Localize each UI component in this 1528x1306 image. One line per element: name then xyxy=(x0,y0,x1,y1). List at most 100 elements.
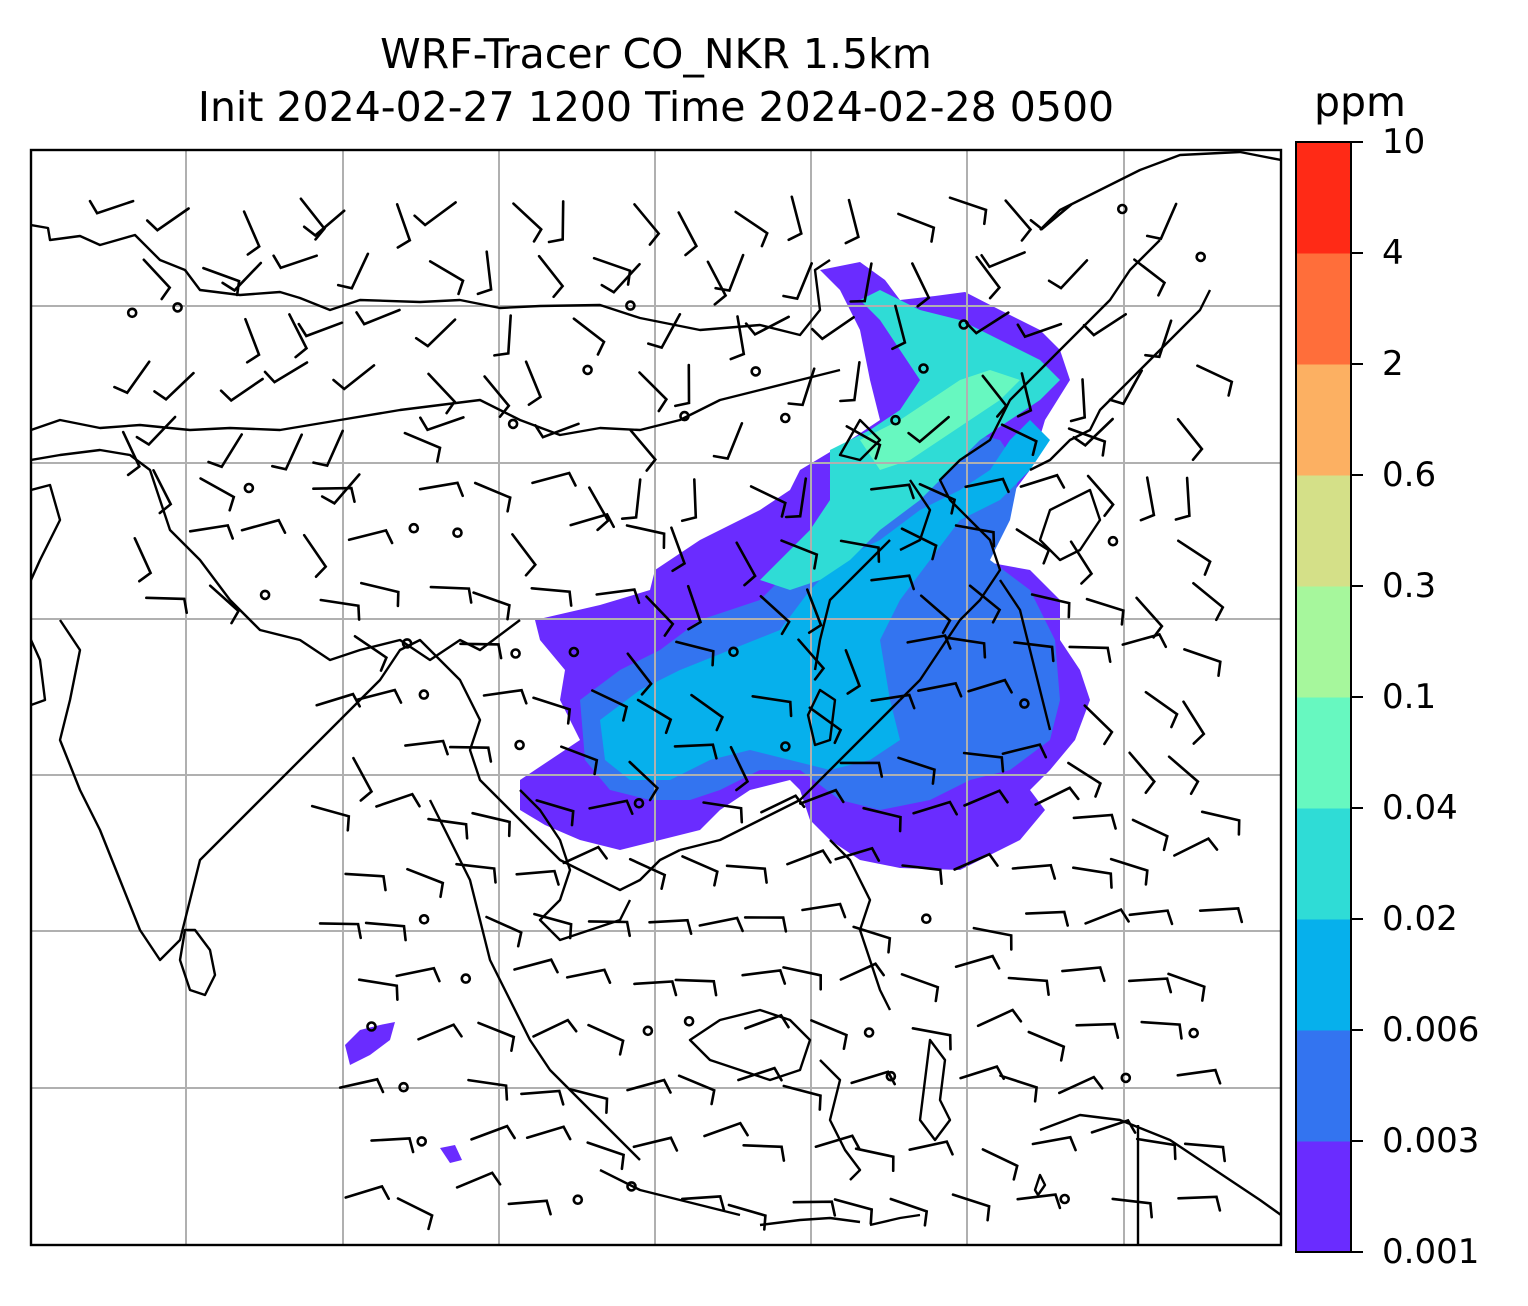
wind-barb xyxy=(951,1193,991,1222)
colorbar-segment xyxy=(1296,1141,1351,1253)
calm-wind-circle xyxy=(918,363,929,374)
wind-barb xyxy=(854,1147,895,1172)
colorbar-segment xyxy=(1296,1030,1351,1142)
wind-barb xyxy=(625,524,666,549)
wind-barb xyxy=(749,485,787,518)
wind-barb xyxy=(145,596,188,614)
wind-barb xyxy=(1196,364,1234,397)
wind-barb xyxy=(364,921,407,942)
wind-barb xyxy=(677,211,699,257)
wind-barb xyxy=(395,203,412,249)
wind-barb xyxy=(1177,539,1212,576)
wind-barb xyxy=(901,864,943,885)
wind-barb xyxy=(302,533,328,578)
wind-barb xyxy=(532,1018,578,1038)
calm-wind-circle xyxy=(366,1021,377,1032)
wind-barb xyxy=(1176,1068,1222,1085)
wind-barb xyxy=(810,1019,848,1050)
wind-barb xyxy=(113,360,151,395)
calm-wind-circle xyxy=(633,797,645,809)
wind-barb xyxy=(628,857,667,890)
wind-barb xyxy=(782,262,813,301)
wind-barb xyxy=(152,469,173,515)
wind-barb xyxy=(908,1140,954,1156)
colorbar-tick-label: 10 xyxy=(1382,122,1426,162)
wind-barb xyxy=(810,316,855,341)
wind-barb xyxy=(917,681,963,698)
calm-wind-circle xyxy=(507,418,519,430)
wind-barb xyxy=(1068,645,1112,663)
wind-barb xyxy=(632,1136,679,1152)
wind-barb xyxy=(1145,202,1178,241)
wind-barb xyxy=(1182,700,1206,745)
wind-barb xyxy=(1109,857,1149,886)
colorbar-tick-label: 0.02 xyxy=(1382,899,1458,939)
wind-barb xyxy=(428,260,465,296)
wind-barb xyxy=(1029,203,1073,231)
wind-barb xyxy=(844,649,862,695)
calm-wind-circle xyxy=(452,527,463,539)
wind-barb xyxy=(954,954,1001,970)
wind-barb xyxy=(900,527,938,561)
wind-barb xyxy=(1108,369,1143,406)
wind-barb xyxy=(907,415,950,444)
wind-barb xyxy=(511,533,537,577)
colorbar-tick-label: 0.6 xyxy=(1382,455,1437,495)
colorbar-segment xyxy=(1296,364,1351,476)
wind-barb xyxy=(569,512,615,529)
wind-barb xyxy=(587,920,631,938)
wind-barb xyxy=(712,422,744,460)
colorbar-tick-label: 0.001 xyxy=(1382,1232,1480,1272)
wind-barb xyxy=(919,594,952,635)
wind-barb xyxy=(681,855,719,887)
wind-barb xyxy=(1016,372,1033,418)
wind-barb xyxy=(675,640,715,667)
wind-barb xyxy=(1131,818,1169,852)
wind-barb xyxy=(375,792,421,808)
wind-barb xyxy=(862,806,902,833)
wind-barb xyxy=(600,262,641,294)
wind-barb xyxy=(562,845,608,865)
wind-barb xyxy=(572,317,606,356)
wind-barb xyxy=(121,430,141,477)
wind-barb xyxy=(1128,909,1174,926)
calm-wind-circle xyxy=(885,1070,897,1082)
wind-barb xyxy=(967,678,1013,694)
wind-barb xyxy=(1128,751,1156,794)
wind-barb xyxy=(1067,427,1107,457)
wind-barb xyxy=(513,958,559,974)
wind-barb xyxy=(1072,417,1114,447)
wind-barb xyxy=(473,481,512,513)
colorbar-tick-label: 0.003 xyxy=(1382,1121,1480,1161)
wind-barb xyxy=(889,1197,929,1227)
calm-wind-circle xyxy=(728,646,739,658)
wind-barb xyxy=(1013,641,1055,663)
wind-barb xyxy=(870,693,916,710)
wind-barb xyxy=(476,250,493,296)
wind-barb xyxy=(199,477,236,512)
calm-wind-circle xyxy=(679,410,690,422)
wind-barb xyxy=(1082,313,1127,337)
wind-barb xyxy=(524,360,543,406)
wind-barb xyxy=(565,968,612,984)
wind-barb xyxy=(288,313,309,359)
calm-wind-circle xyxy=(126,307,138,319)
wind-barb xyxy=(532,696,572,725)
wind-barb xyxy=(626,1078,672,1094)
wind-barb xyxy=(560,745,599,776)
wind-barb xyxy=(1177,1195,1222,1212)
wind-barb xyxy=(801,902,847,919)
wind-barb xyxy=(714,253,745,292)
wind-barb xyxy=(703,1121,749,1138)
wind-barb xyxy=(360,581,400,608)
wind-barb xyxy=(786,849,832,866)
wind-barb xyxy=(912,800,958,816)
wind-barb xyxy=(493,314,512,357)
calm-wind-circle xyxy=(1188,1027,1199,1039)
wind-barb xyxy=(1183,1142,1226,1163)
wind-barb xyxy=(1121,632,1168,649)
calm-wind-circle xyxy=(683,1015,695,1027)
wind-barb xyxy=(449,745,493,763)
wind-barb xyxy=(418,481,464,498)
wind-barb xyxy=(455,862,497,884)
